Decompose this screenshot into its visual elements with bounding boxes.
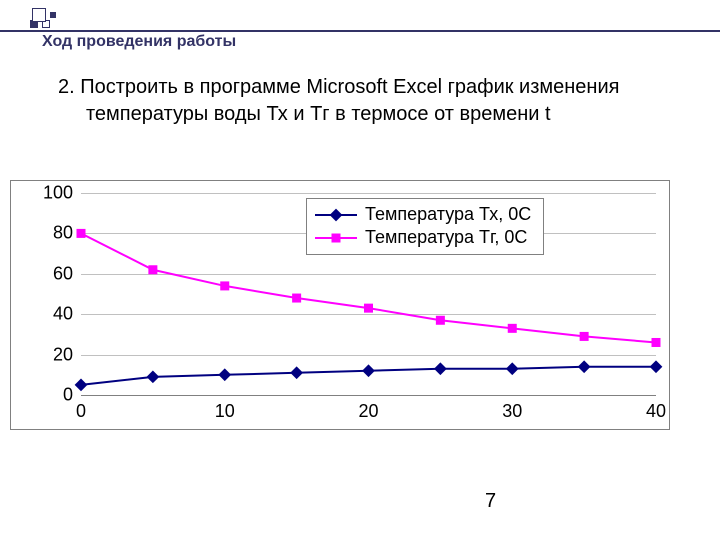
y-tick-label: 100	[23, 183, 73, 204]
series-marker	[220, 281, 229, 290]
y-tick-label: 60	[23, 263, 73, 284]
deco-square	[32, 8, 46, 22]
series-marker	[580, 332, 589, 341]
y-tick-label: 40	[23, 304, 73, 325]
legend-marker	[315, 231, 357, 245]
y-tick-label: 20	[23, 344, 73, 365]
y-tick-label: 80	[23, 223, 73, 244]
series-marker	[75, 379, 88, 392]
deco-square	[50, 12, 56, 18]
series-marker	[506, 362, 519, 375]
legend: Температура Тх, 0СТемпература Тг, 0С	[306, 198, 544, 255]
series-marker	[292, 294, 301, 303]
grid-line	[81, 395, 656, 396]
legend-label: Температура Тг, 0С	[365, 226, 527, 249]
body-text: 2. Построить в программе Microsoft Excel…	[58, 74, 658, 128]
legend-marker	[315, 208, 357, 222]
series-marker	[436, 316, 445, 325]
series-marker	[218, 368, 231, 381]
series-marker	[508, 324, 517, 333]
slide: Ход проведения работы 2. Построить в про…	[0, 0, 720, 540]
series-marker	[434, 362, 447, 375]
series-marker	[652, 338, 661, 347]
legend-row: Температура Тг, 0С	[315, 226, 531, 249]
chart: 0 20 40 60 80 100 0 10 20 30 40 Температура Тх, 0СТ…	[10, 180, 670, 430]
y-tick-label: 0	[23, 385, 73, 406]
section-title: Ход проведения работы	[42, 33, 236, 51]
series-marker	[77, 229, 86, 238]
series-marker	[578, 360, 591, 373]
series-marker	[362, 364, 375, 377]
plot-area: 020406080100010203040Температура Тх, 0СТ…	[81, 193, 656, 395]
x-tick-label: 20	[358, 401, 378, 422]
series-marker	[290, 366, 303, 379]
x-tick-label: 40	[646, 401, 666, 422]
page-number: 7	[485, 490, 496, 513]
series-marker	[148, 265, 157, 274]
x-tick-label: 10	[215, 401, 235, 422]
series-marker	[650, 360, 663, 373]
series-marker	[364, 304, 373, 313]
legend-label: Температура Тх, 0С	[365, 203, 531, 226]
header-rule	[0, 30, 720, 32]
x-tick-label: 0	[76, 401, 86, 422]
series-marker	[147, 370, 160, 383]
x-tick-label: 30	[502, 401, 522, 422]
legend-row: Температура Тх, 0С	[315, 203, 531, 226]
